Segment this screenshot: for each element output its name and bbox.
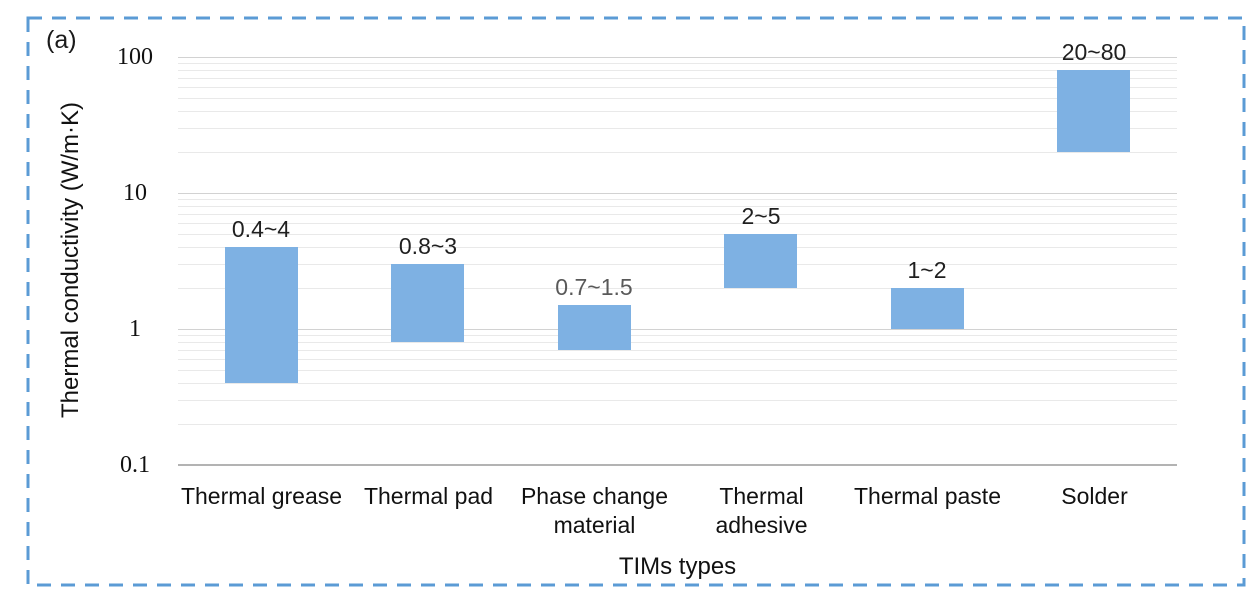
gridline-minor [178,63,1177,64]
gridline-minor [178,128,1177,129]
gridline-minor [178,223,1177,224]
gridline-minor [178,424,1177,425]
y-tick-label: 0.1 [120,452,150,478]
range-bar [391,264,464,342]
gridline-minor [178,199,1177,200]
gridline-major [178,329,1177,330]
gridline-major [178,57,1177,58]
gridline-minor [178,288,1177,289]
bar-value-label: 20~80 [1061,39,1127,65]
gridline-minor [178,234,1177,235]
gridline-minor [178,247,1177,248]
range-bar [724,234,797,288]
gridline-minor [178,350,1177,351]
bar-value-label: 2~5 [741,203,781,229]
gridline-minor [178,206,1177,207]
gridline-minor [178,98,1177,99]
gridline-minor [178,78,1177,79]
gridline-minor [178,335,1177,336]
category-label: Thermal paste [853,483,1001,509]
bar-value-label: 1~2 [907,257,947,283]
category-label: Phase change material [520,483,669,538]
x-axis-title: TIMs types [618,553,737,580]
gridline-minor [178,214,1177,215]
gridline-minor [178,383,1177,384]
gridline-minor [178,370,1177,371]
gridline-minor [178,111,1177,112]
dashed-border-rect [26,16,1246,587]
y-axis-title: Thermal conductivity (W/m·K) [57,101,84,419]
range-bar [1057,70,1130,152]
gridline-major [178,193,1177,194]
bar-value-label: 0.7~1.5 [555,274,633,300]
bar-value-label: 0.4~4 [231,216,291,242]
category-label: Solder [1061,483,1128,509]
range-bar [891,288,964,329]
category-label: Thermal pad [363,483,494,509]
x-axis-line [178,464,1177,466]
gridline-minor [178,342,1177,343]
category-label: Thermal grease [180,483,343,509]
gridline-minor [178,152,1177,153]
gridline-minor [178,400,1177,401]
gridline-minor [178,264,1177,265]
bar-value-label: 0.8~3 [398,233,458,259]
y-tick-label: 100 [117,44,153,70]
range-bar [225,247,298,383]
y-tick-label: 1 [129,316,141,342]
gridline-minor [178,70,1177,71]
range-bar [558,305,631,350]
category-label: Thermal adhesive [715,483,808,538]
gridline-minor [178,87,1177,88]
y-tick-label: 10 [123,180,147,206]
panel-label: (a) [46,26,77,54]
gridline-minor [178,359,1177,360]
